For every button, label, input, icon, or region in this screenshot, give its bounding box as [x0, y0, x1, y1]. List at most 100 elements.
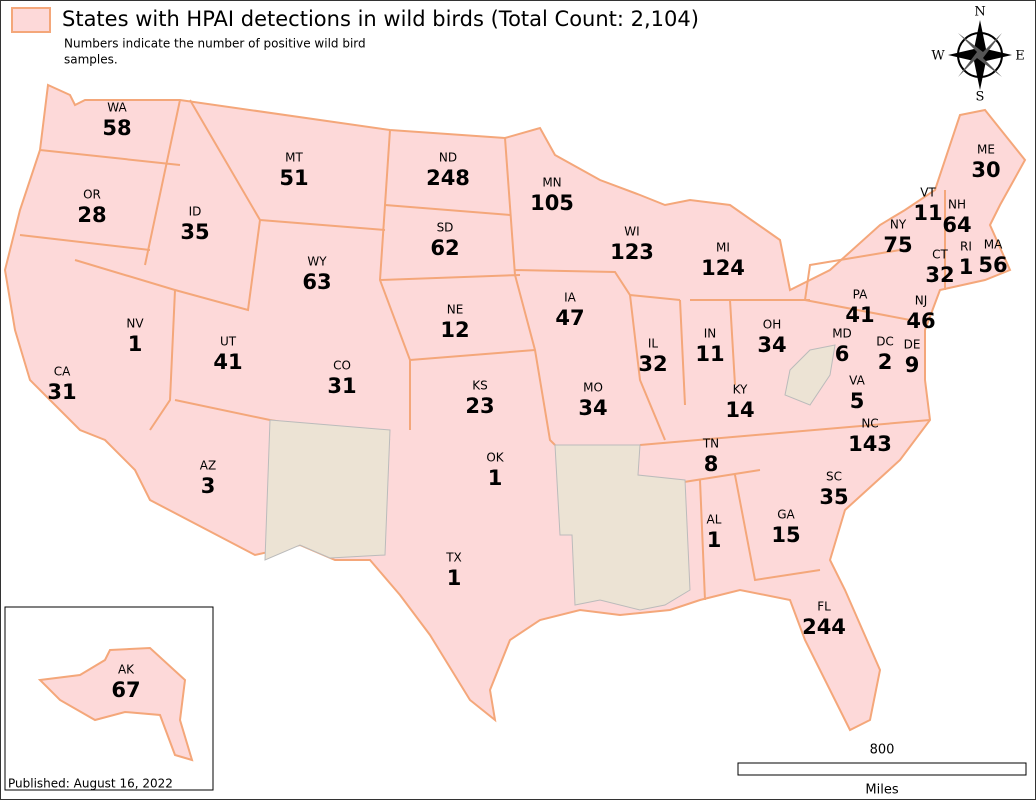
state-abbr: GA	[777, 508, 795, 522]
usa-mainland	[3, 83, 1027, 732]
state-count: 56	[978, 253, 1007, 277]
state-abbr: OR	[83, 188, 101, 202]
state-abbr: AL	[707, 513, 722, 527]
state-count: 11	[695, 342, 724, 366]
state-count: 1	[959, 255, 974, 279]
state-abbr: ME	[977, 143, 995, 157]
state-abbr: IN	[704, 327, 717, 341]
state-abbr: IL	[648, 337, 659, 351]
state-abbr: RI	[960, 240, 972, 254]
state-abbr: AZ	[200, 459, 216, 473]
state-count: 30	[971, 158, 1000, 182]
state-abbr: PA	[853, 288, 868, 302]
legend-swatch	[11, 7, 51, 33]
state-count: 32	[638, 352, 667, 376]
state-count: 41	[213, 350, 242, 374]
state-count: 15	[771, 523, 800, 547]
state-abbr: SD	[437, 221, 454, 235]
state-abbr: CO	[333, 359, 351, 373]
state-abbr: FL	[817, 600, 831, 614]
state-abbr: SC	[826, 470, 842, 484]
legend-note: samples.	[64, 53, 118, 67]
state-count: 124	[701, 256, 745, 280]
state-abbr: ID	[189, 205, 202, 219]
state-abbr: MA	[984, 238, 1003, 252]
state-abbr: ND	[439, 151, 457, 165]
state-abbr: NC	[861, 417, 878, 431]
state-abbr: CT	[932, 248, 948, 262]
state-abbr: VA	[849, 374, 865, 388]
state-abbr: MI	[716, 241, 730, 255]
compass-w: W	[931, 49, 945, 64]
state-count: 64	[942, 213, 971, 237]
state-count: 6	[835, 342, 850, 366]
state-count: 143	[848, 432, 892, 456]
state-abbr: AK	[118, 663, 135, 677]
legend-note: Numbers indicate the number of positive …	[64, 37, 366, 51]
state-abbr: NJ	[915, 294, 928, 308]
state-abbr: NV	[126, 317, 144, 331]
compass-s: S	[976, 90, 985, 105]
state-abbr: DC	[876, 335, 894, 349]
state-abbr: MD	[832, 327, 852, 341]
state-count: 105	[530, 191, 574, 215]
state-count: 62	[430, 236, 459, 260]
state-no-detection-ar-la-ms	[554, 444, 691, 611]
state-abbr: MO	[583, 381, 603, 395]
published-date: Published: August 16, 2022	[8, 777, 173, 791]
state-abbr: NY	[890, 218, 907, 232]
state-count: 3	[201, 474, 216, 498]
state-count: 34	[757, 333, 786, 357]
state-count: 9	[905, 353, 920, 377]
state-count: 12	[440, 318, 469, 342]
state-count: 11	[913, 201, 942, 225]
legend-title: States with HPAI detections in wild bird…	[62, 7, 699, 31]
state-abbr: WI	[624, 225, 639, 239]
scale-bar	[737, 762, 1027, 776]
state-count: 35	[819, 485, 848, 509]
state-count: 31	[327, 374, 356, 398]
state-count: 244	[802, 615, 846, 639]
state-count: 31	[47, 380, 76, 404]
state-abbr: DE	[904, 338, 921, 352]
state-abbr: MN	[542, 176, 561, 190]
state-abbr: VT	[920, 186, 936, 200]
state-abbr: OK	[486, 451, 504, 465]
state-abbr: KS	[472, 379, 488, 393]
state-abbr: NH	[948, 198, 966, 212]
state-count: 41	[845, 303, 874, 327]
compass-e: E	[1015, 49, 1025, 64]
state-count: 1	[447, 566, 462, 590]
state-abbr: TN	[702, 437, 719, 451]
scale-distance: 800	[870, 743, 895, 758]
compass-n: N	[974, 5, 985, 20]
state-abbr: TX	[445, 551, 462, 565]
state-count: 1	[128, 332, 143, 356]
state-count: 1	[707, 528, 722, 552]
state-count: 8	[704, 452, 719, 476]
state-count: 75	[883, 233, 912, 257]
state-count: 32	[925, 263, 954, 287]
state-count: 47	[555, 306, 584, 330]
state-count: 23	[465, 394, 494, 418]
state-no-detection-wv	[784, 344, 836, 406]
state-abbr: NE	[447, 303, 464, 317]
state-count: 2	[878, 350, 893, 374]
state-abbr: MT	[285, 151, 303, 165]
state-no-detection-nm	[264, 419, 391, 561]
compass: N E S W	[931, 5, 1024, 105]
state-count: 1	[488, 466, 503, 490]
state-count: 14	[725, 398, 754, 422]
state-abbr: CA	[54, 365, 71, 379]
state-count: 28	[77, 203, 106, 227]
state-count: 35	[180, 220, 209, 244]
state-count: 123	[610, 240, 654, 264]
state-abbr: OH	[763, 318, 781, 332]
alaska-shape	[37, 646, 194, 762]
state-count: 51	[279, 166, 308, 190]
state-count: 5	[850, 389, 865, 413]
scale-unit: Miles	[865, 783, 898, 798]
state-count: 34	[578, 396, 607, 420]
